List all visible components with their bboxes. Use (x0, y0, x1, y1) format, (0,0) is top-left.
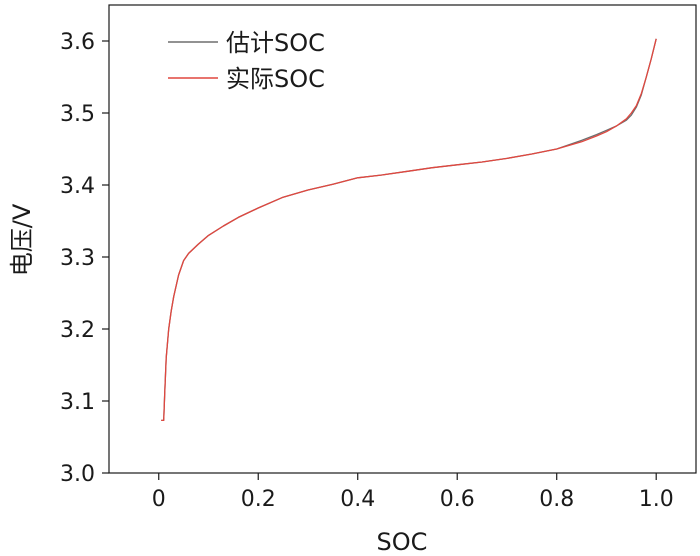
x-tick-label: 0.6 (440, 487, 475, 512)
y-tick-label: 3.1 (60, 390, 95, 415)
legend-label-2: 实际SOC (226, 65, 325, 93)
y-axis-label: 电压/V (8, 203, 36, 276)
x-tick-label: 0.4 (340, 487, 375, 512)
y-tick-label: 3.5 (60, 102, 95, 127)
y-tick-label: 3.4 (60, 174, 95, 199)
series-line-1 (161, 38, 657, 422)
y-tick-label: 3.0 (60, 462, 95, 487)
x-axis-ticks: 0 0.2 0.4 0.6 0.8 1.0 (152, 473, 674, 512)
plot-border (108, 4, 697, 474)
x-tick-label: 1.0 (639, 487, 674, 512)
series-line-2 (161, 38, 657, 422)
series-layer (161, 38, 657, 422)
y-tick-label: 3.6 (60, 30, 95, 55)
y-tick-label: 3.2 (60, 318, 95, 343)
x-axis-label: SOC (377, 528, 428, 556)
legend-label-1: 估计SOC (226, 29, 325, 57)
x-tick-label: 0.8 (539, 487, 574, 512)
legend: 估计SOC 实际SOC (168, 29, 325, 93)
y-axis-ticks: 3.0 3.1 3.2 3.3 3.4 3.5 3.6 (60, 30, 109, 487)
y-tick-label: 3.3 (60, 246, 95, 271)
x-tick-label: 0 (152, 487, 166, 512)
x-tick-label: 0.2 (241, 487, 276, 512)
plot-frame (108, 4, 697, 474)
